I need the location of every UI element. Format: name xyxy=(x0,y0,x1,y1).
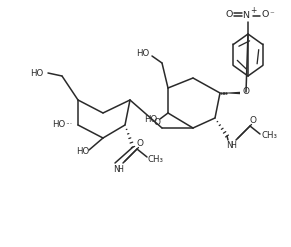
Text: O: O xyxy=(153,119,161,127)
Text: H: H xyxy=(117,165,123,173)
Text: CH₃: CH₃ xyxy=(261,131,277,141)
Text: N: N xyxy=(226,142,232,150)
Text: O: O xyxy=(242,87,249,97)
Text: HO: HO xyxy=(52,121,65,129)
Polygon shape xyxy=(220,92,240,94)
Text: O: O xyxy=(249,117,256,125)
Text: O: O xyxy=(225,11,233,20)
Text: O: O xyxy=(136,140,143,148)
Text: HO: HO xyxy=(136,49,150,59)
Text: ⁻: ⁻ xyxy=(270,11,274,20)
Text: O: O xyxy=(261,11,269,20)
Text: HO: HO xyxy=(76,147,90,157)
Text: CH₃: CH₃ xyxy=(148,155,164,164)
Text: N: N xyxy=(113,165,119,173)
Text: HO: HO xyxy=(144,116,158,124)
Text: ···: ··· xyxy=(65,121,72,129)
Text: N: N xyxy=(242,12,249,21)
Text: HO: HO xyxy=(30,68,44,78)
Text: H: H xyxy=(230,142,236,150)
Text: +: + xyxy=(250,6,256,16)
